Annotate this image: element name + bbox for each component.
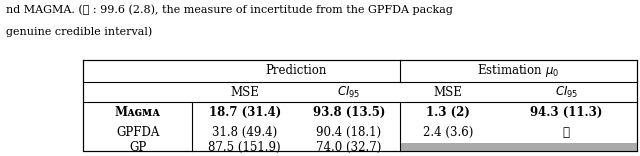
Text: $CI_{95}$: $CI_{95}$ [555, 85, 578, 100]
Text: 2.4 (3.6): 2.4 (3.6) [423, 126, 473, 139]
Bar [400, 143, 637, 151]
Text: 31.8 (49.4): 31.8 (49.4) [212, 126, 277, 139]
Text: 74.0 (32.7): 74.0 (32.7) [316, 141, 381, 154]
Text: 1.3 (2): 1.3 (2) [426, 106, 470, 119]
Text: 93.8 (13.5): 93.8 (13.5) [312, 106, 385, 119]
Text: 94.3 (11.3): 94.3 (11.3) [530, 106, 603, 119]
Text: Mᴀɢᴍᴀ: Mᴀɢᴍᴀ [115, 106, 161, 119]
Text: nd MAGMA. (★ : 99.6 (2.8), the measure of incertitude from the GPFDA packag: nd MAGMA. (★ : 99.6 (2.8), the measure o… [6, 5, 453, 15]
Text: genuine credible interval): genuine credible interval) [6, 27, 153, 37]
Text: MSE: MSE [433, 85, 463, 99]
Text: 18.7 (31.4): 18.7 (31.4) [209, 106, 281, 119]
Text: GPFDA: GPFDA [116, 126, 159, 139]
Text: Estimation $\mu_0$: Estimation $\mu_0$ [477, 63, 559, 79]
Text: GP: GP [129, 141, 146, 154]
Text: MSE: MSE [230, 85, 259, 99]
Bar [83, 60, 637, 151]
Text: 90.4 (18.1): 90.4 (18.1) [316, 126, 381, 139]
Text: 87.5 (151.9): 87.5 (151.9) [209, 141, 281, 154]
Text: Prediction: Prediction [266, 64, 326, 78]
Text: $CI_{95}$: $CI_{95}$ [337, 85, 360, 100]
Text: ★: ★ [563, 126, 570, 139]
